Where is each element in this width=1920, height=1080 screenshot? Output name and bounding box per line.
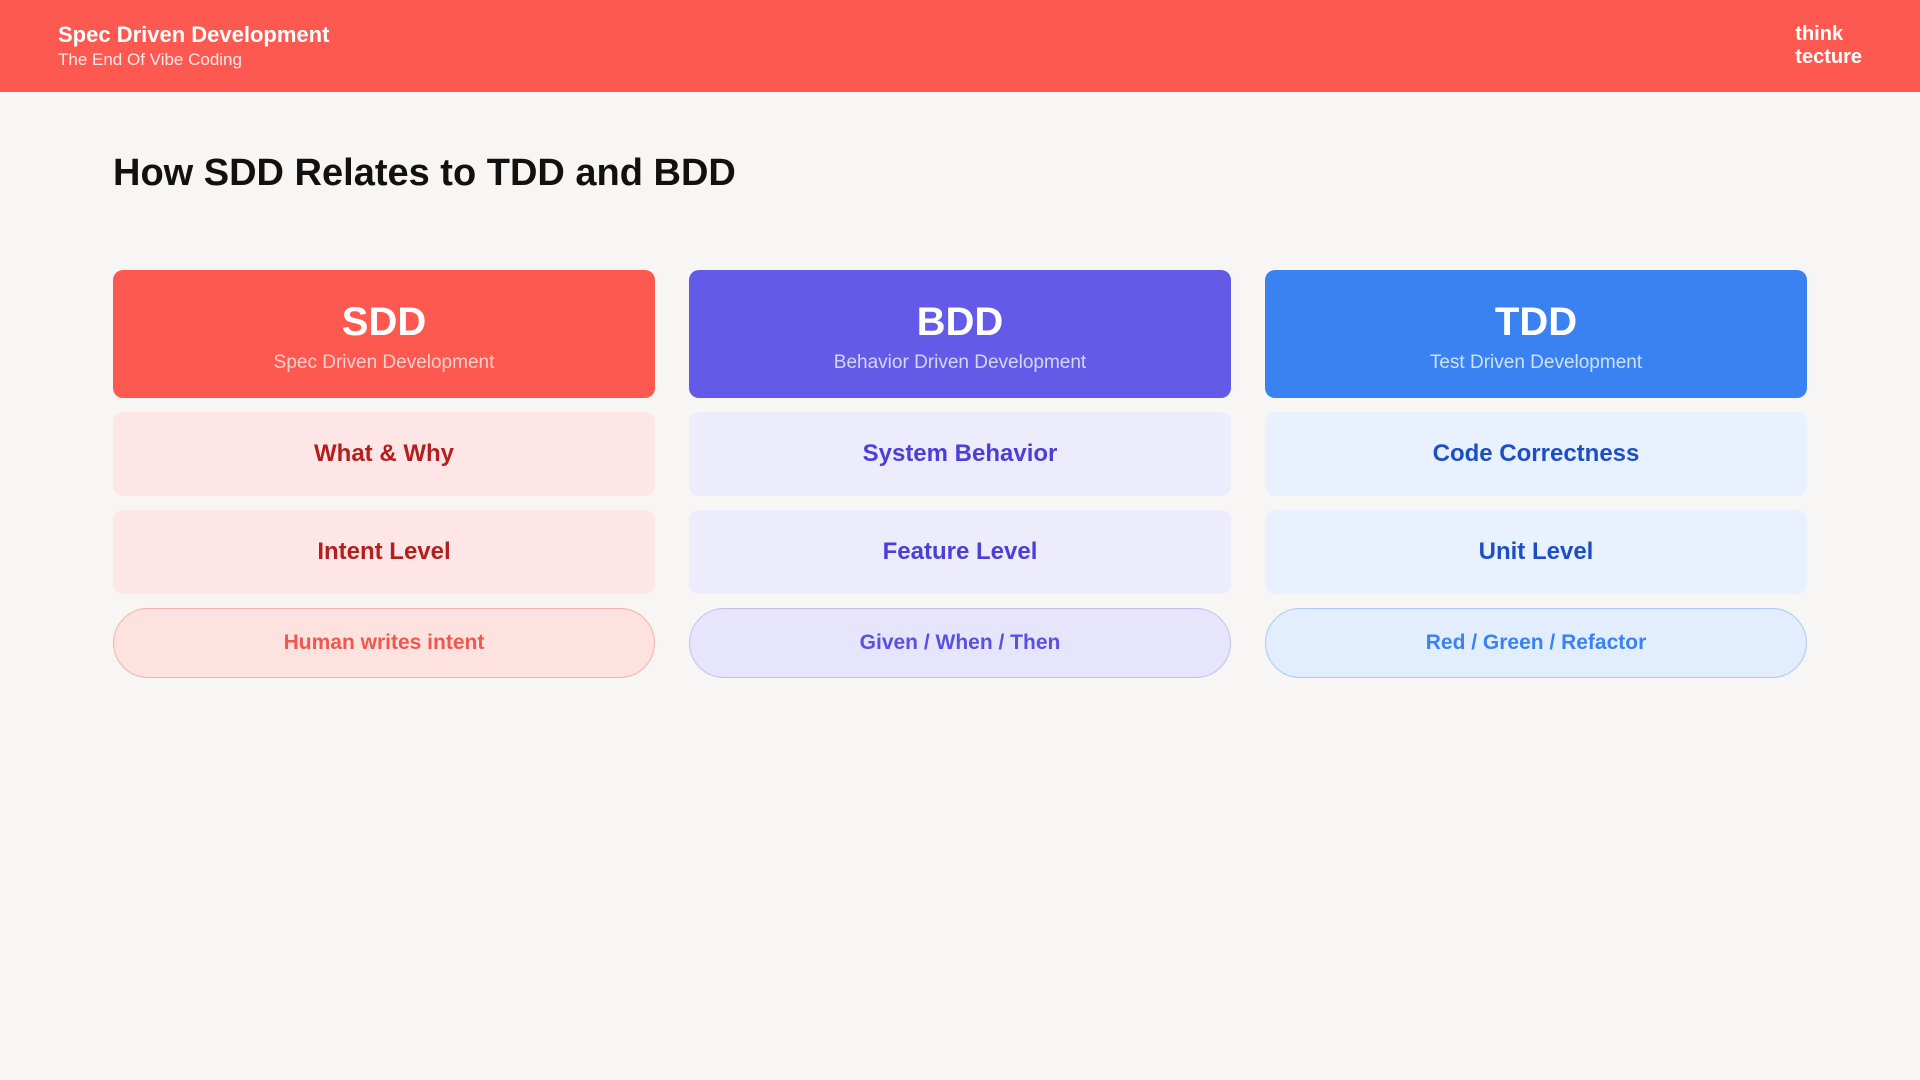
sdd-title: SDD bbox=[133, 298, 635, 346]
header-title-block: Spec Driven Development The End Of Vibe … bbox=[58, 22, 329, 70]
tdd-title: TDD bbox=[1285, 298, 1787, 346]
bdd-row-1: System Behavior bbox=[689, 412, 1231, 496]
sdd-header-card: SDD Spec Driven Development bbox=[113, 270, 655, 398]
page-header: Spec Driven Development The End Of Vibe … bbox=[0, 0, 1920, 92]
logo-line2: tecture bbox=[1795, 46, 1862, 69]
header-title: Spec Driven Development bbox=[58, 22, 329, 48]
tdd-row-1: Code Correctness bbox=[1265, 412, 1807, 496]
sdd-row-1: What & Why bbox=[113, 412, 655, 496]
tdd-header-card: TDD Test Driven Development bbox=[1265, 270, 1807, 398]
column-sdd: SDD Spec Driven Development What & Why I… bbox=[113, 270, 655, 678]
logo-line1: think bbox=[1795, 23, 1862, 46]
tdd-row-2: Unit Level bbox=[1265, 510, 1807, 594]
column-bdd: BDD Behavior Driven Development System B… bbox=[689, 270, 1231, 678]
bdd-header-card: BDD Behavior Driven Development bbox=[689, 270, 1231, 398]
sdd-subtitle: Spec Driven Development bbox=[133, 352, 635, 374]
sdd-row-2: Intent Level bbox=[113, 510, 655, 594]
bdd-subtitle: Behavior Driven Development bbox=[709, 352, 1211, 374]
bdd-title: BDD bbox=[709, 298, 1211, 346]
tdd-subtitle: Test Driven Development bbox=[1285, 352, 1787, 374]
bdd-pill: Given / When / Then bbox=[689, 608, 1231, 678]
tdd-pill: Red / Green / Refactor bbox=[1265, 608, 1807, 678]
sdd-pill: Human writes intent bbox=[113, 608, 655, 678]
thinktecture-logo: think tecture bbox=[1795, 23, 1862, 69]
bdd-row-2: Feature Level bbox=[689, 510, 1231, 594]
main-content: How SDD Relates to TDD and BDD SDD Spec … bbox=[0, 92, 1920, 1080]
header-subtitle: The End Of Vibe Coding bbox=[58, 50, 329, 70]
page-title: How SDD Relates to TDD and BDD bbox=[113, 152, 1807, 195]
column-tdd: TDD Test Driven Development Code Correct… bbox=[1265, 270, 1807, 678]
comparison-columns: SDD Spec Driven Development What & Why I… bbox=[113, 270, 1807, 678]
